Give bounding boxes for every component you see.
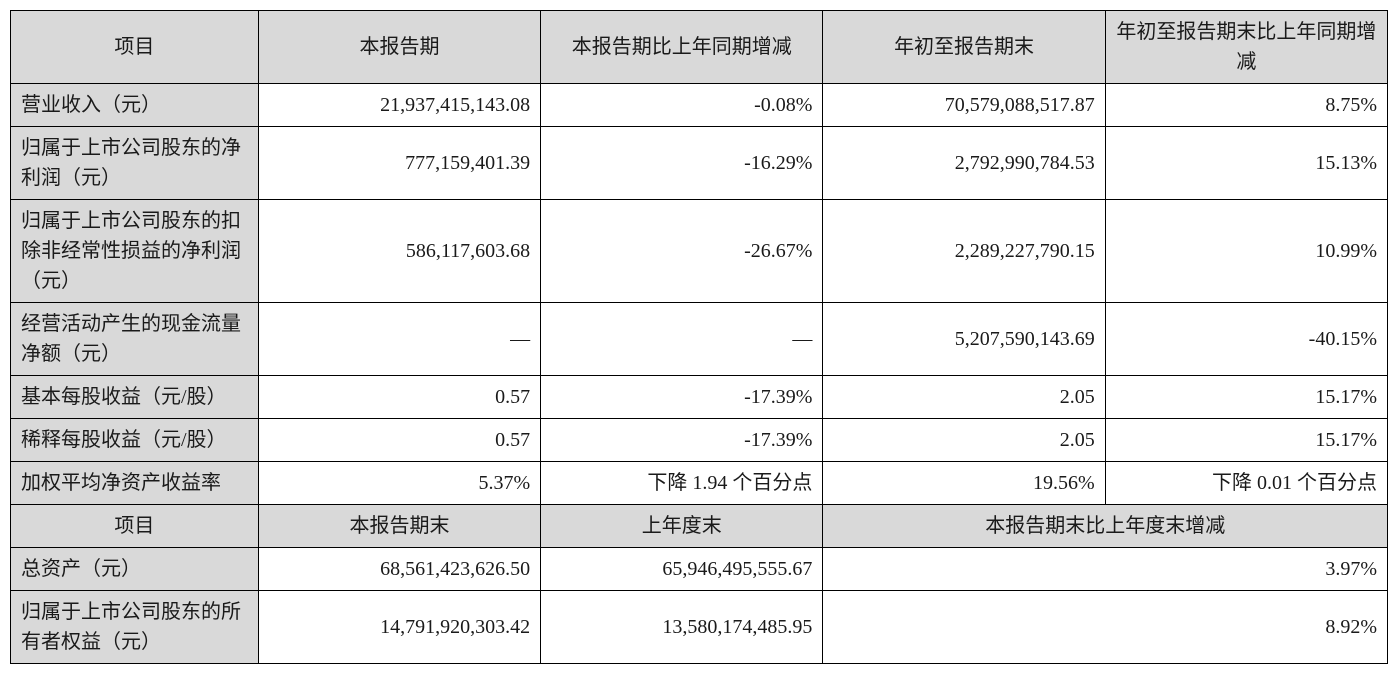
row-label: 基本每股收益（元/股） (11, 376, 259, 419)
row-value: 2,792,990,784.53 (823, 127, 1105, 200)
row-value: 下降 0.01 个百分点 (1105, 462, 1387, 505)
header-item: 项目 (11, 11, 259, 84)
row-value: 70,579,088,517.87 (823, 84, 1105, 127)
row-value: -26.67% (541, 200, 823, 303)
table-row: 归属于上市公司股东的所有者权益（元） 14,791,920,303.42 13,… (11, 591, 1388, 664)
header-change: 本报告期末比上年度末增减 (823, 505, 1388, 548)
row-label: 总资产（元） (11, 548, 259, 591)
row-value: 8.92% (823, 591, 1388, 664)
row-value: 21,937,415,143.08 (258, 84, 540, 127)
row-value: -17.39% (541, 376, 823, 419)
table-row: 总资产（元） 68,561,423,626.50 65,946,495,555.… (11, 548, 1388, 591)
header-current-change: 本报告期比上年同期增减 (541, 11, 823, 84)
row-value: — (258, 303, 540, 376)
row-value: 15.17% (1105, 419, 1387, 462)
row-value: 2,289,227,790.15 (823, 200, 1105, 303)
row-value: 13,580,174,485.95 (541, 591, 823, 664)
row-label: 经营活动产生的现金流量净额（元） (11, 303, 259, 376)
row-value: 5,207,590,143.69 (823, 303, 1105, 376)
row-value: 0.57 (258, 419, 540, 462)
row-value: 68,561,423,626.50 (258, 548, 540, 591)
table-row: 稀释每股收益（元/股） 0.57 -17.39% 2.05 15.17% (11, 419, 1388, 462)
row-value: 777,159,401.39 (258, 127, 540, 200)
row-value: 15.13% (1105, 127, 1387, 200)
header-last-year-end: 上年度末 (541, 505, 823, 548)
row-label: 归属于上市公司股东的所有者权益（元） (11, 591, 259, 664)
row-value: 下降 1.94 个百分点 (541, 462, 823, 505)
row-label: 加权平均净资产收益率 (11, 462, 259, 505)
header-current-period: 本报告期 (258, 11, 540, 84)
table-row: 归属于上市公司股东的净利润（元） 777,159,401.39 -16.29% … (11, 127, 1388, 200)
row-value: 19.56% (823, 462, 1105, 505)
table-row: 营业收入（元） 21,937,415,143.08 -0.08% 70,579,… (11, 84, 1388, 127)
row-value: 14,791,920,303.42 (258, 591, 540, 664)
header-period-end: 本报告期末 (258, 505, 540, 548)
row-label: 营业收入（元） (11, 84, 259, 127)
row-value: -16.29% (541, 127, 823, 200)
table-row: 加权平均净资产收益率 5.37% 下降 1.94 个百分点 19.56% 下降 … (11, 462, 1388, 505)
header-ytd-change: 年初至报告期末比上年同期增减 (1105, 11, 1387, 84)
row-value: 0.57 (258, 376, 540, 419)
row-value: 8.75% (1105, 84, 1387, 127)
table-row: 归属于上市公司股东的扣除非经常性损益的净利润（元） 586,117,603.68… (11, 200, 1388, 303)
table-header-row: 项目 本报告期末 上年度末 本报告期末比上年度末增减 (11, 505, 1388, 548)
table-header-row: 项目 本报告期 本报告期比上年同期增减 年初至报告期末 年初至报告期末比上年同期… (11, 11, 1388, 84)
table-row: 基本每股收益（元/股） 0.57 -17.39% 2.05 15.17% (11, 376, 1388, 419)
row-value: 3.97% (823, 548, 1388, 591)
header-item: 项目 (11, 505, 259, 548)
row-label: 归属于上市公司股东的净利润（元） (11, 127, 259, 200)
row-value: 2.05 (823, 376, 1105, 419)
header-ytd: 年初至报告期末 (823, 11, 1105, 84)
row-value: -0.08% (541, 84, 823, 127)
row-label: 归属于上市公司股东的扣除非经常性损益的净利润（元） (11, 200, 259, 303)
row-value: -40.15% (1105, 303, 1387, 376)
row-label: 稀释每股收益（元/股） (11, 419, 259, 462)
row-value: 5.37% (258, 462, 540, 505)
row-value: 10.99% (1105, 200, 1387, 303)
row-value: 15.17% (1105, 376, 1387, 419)
financial-summary-table: 项目 本报告期 本报告期比上年同期增减 年初至报告期末 年初至报告期末比上年同期… (10, 10, 1388, 664)
row-value: 2.05 (823, 419, 1105, 462)
row-value: — (541, 303, 823, 376)
table-row: 经营活动产生的现金流量净额（元） — — 5,207,590,143.69 -4… (11, 303, 1388, 376)
row-value: -17.39% (541, 419, 823, 462)
row-value: 586,117,603.68 (258, 200, 540, 303)
row-value: 65,946,495,555.67 (541, 548, 823, 591)
